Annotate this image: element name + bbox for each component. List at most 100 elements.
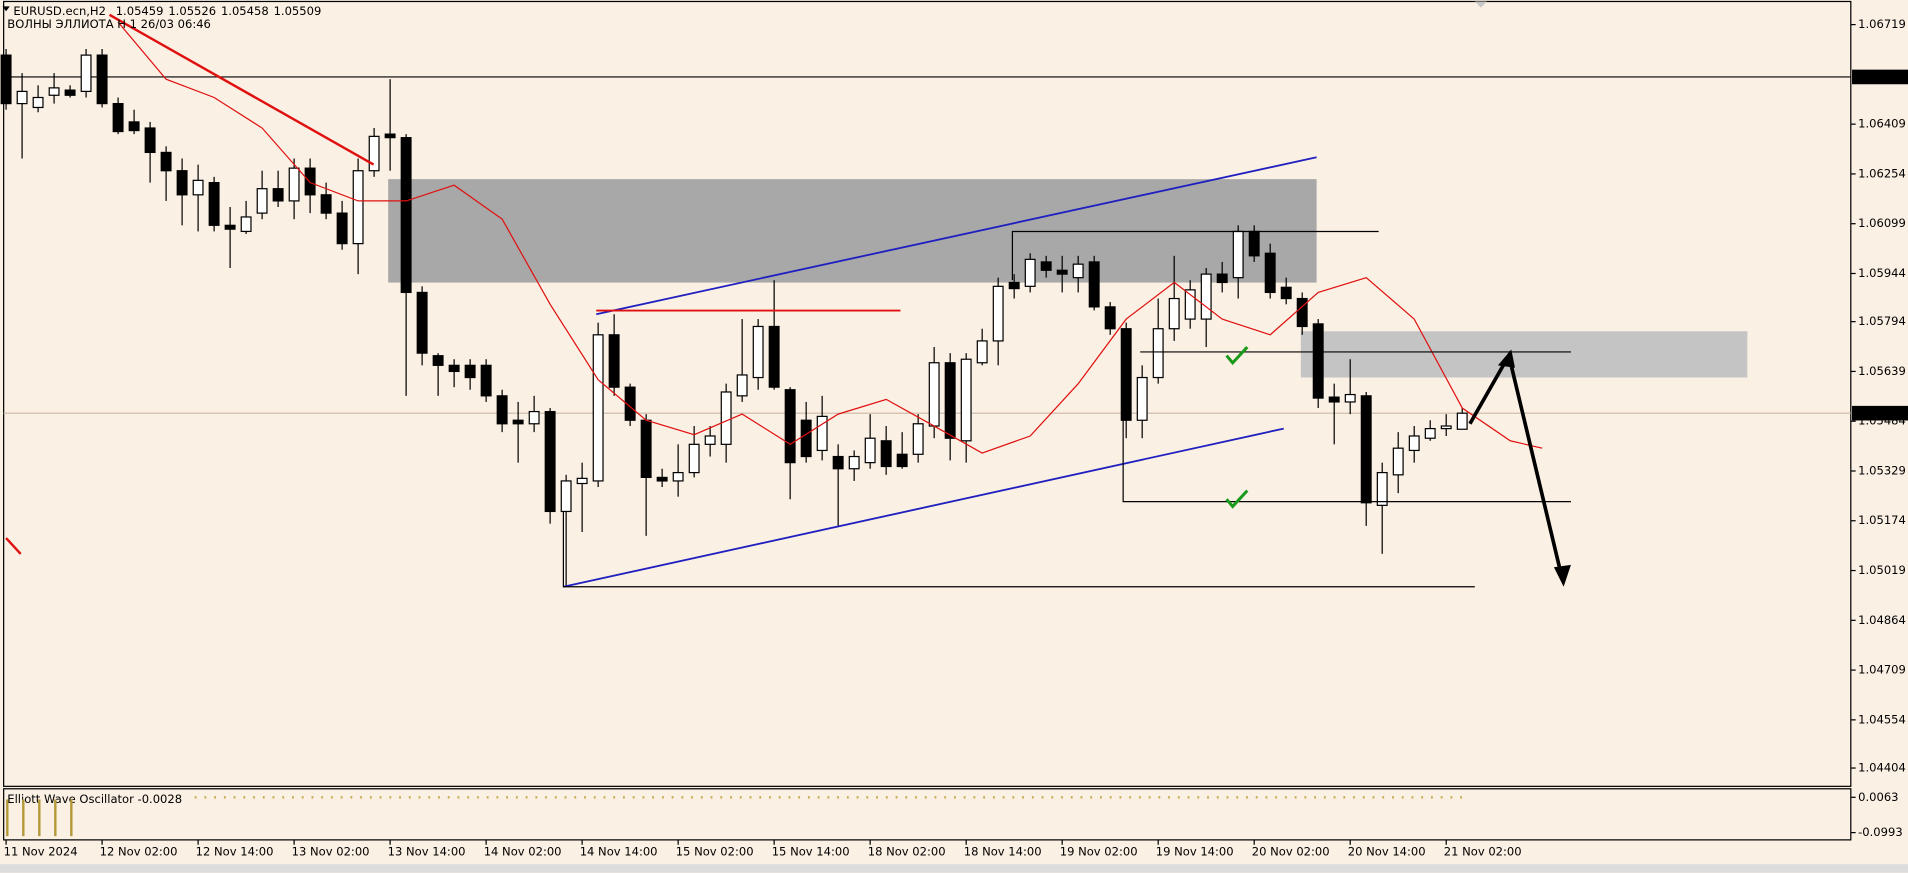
candle-body — [896, 453, 908, 468]
channel-upper — [596, 156, 1317, 316]
candle-body — [608, 334, 620, 388]
check-mark — [1225, 346, 1249, 366]
y-tick-label: 1.06254 — [1858, 166, 1906, 180]
y-tick-label: 1.05329 — [1858, 463, 1906, 477]
y-tick-label: 1.06409 — [1858, 117, 1906, 131]
x-tick-label: 12 Nov 14:00 — [196, 845, 274, 859]
shift-marker[interactable] — [1474, 1, 1487, 8]
candle-body — [544, 410, 556, 513]
candle-body — [272, 188, 284, 202]
y-tick-label: 1.06099 — [1858, 216, 1906, 230]
price-label: 1.05509 — [1857, 406, 1905, 420]
candle-body — [1072, 263, 1084, 279]
y-tick-label: 1.04709 — [1858, 663, 1906, 677]
header-line: EURUSD.ecn,H2 1.05459 1.05526 1.05458 1.0550… — [13, 4, 321, 18]
candle-body — [704, 435, 716, 445]
candle-body — [656, 476, 668, 482]
candle-body — [864, 437, 876, 464]
channel-lower — [563, 427, 1284, 588]
candle-body — [1296, 297, 1308, 328]
symbol: EURUSD.ecn,H2 — [13, 4, 106, 18]
candle-body — [1120, 328, 1132, 421]
candle-body — [928, 362, 940, 427]
x-tick-label: 19 Nov 02:00 — [1060, 845, 1138, 859]
x-tick-label: 14 Nov 14:00 — [580, 845, 658, 859]
candle-body — [1424, 427, 1436, 439]
candle-body — [368, 135, 380, 172]
drawings — [5, 13, 1571, 799]
candle-body — [256, 188, 268, 214]
x-tick-label: 13 Nov 02:00 — [292, 845, 370, 859]
candle-body — [1184, 289, 1196, 320]
candle-body — [1312, 323, 1324, 399]
candle-body — [688, 443, 700, 474]
candle-body — [144, 127, 156, 154]
candle-body — [480, 364, 492, 397]
candle-body — [912, 423, 924, 455]
candle-body — [1056, 269, 1068, 275]
candle-body — [720, 391, 732, 445]
candle-body — [160, 151, 172, 172]
candle-body — [1360, 395, 1372, 504]
candle-body — [112, 102, 124, 133]
candle-body — [1264, 252, 1276, 294]
candle-body — [512, 419, 524, 425]
candle-body — [64, 89, 76, 96]
candle-body — [1040, 261, 1052, 271]
candle-body — [128, 121, 140, 132]
candle-body — [1328, 396, 1340, 403]
price-label-box — [1852, 405, 1908, 421]
oscillator-title: Elliott Wave Oscillator -0.0028 — [7, 792, 182, 806]
candle-body — [992, 285, 1004, 342]
low-level — [562, 511, 1475, 588]
moving-average — [117, 21, 1543, 454]
candle-body — [448, 364, 460, 373]
candle-body — [1280, 286, 1292, 300]
candle-body — [1136, 376, 1148, 421]
arrow-head — [1553, 564, 1571, 587]
candle-body — [32, 96, 44, 109]
candle-body — [784, 389, 796, 464]
y-tick-label: 1.05944 — [1858, 266, 1906, 280]
x-tick-label: 15 Nov 14:00 — [772, 845, 850, 859]
candle-body — [1168, 297, 1180, 330]
candle-body — [832, 455, 844, 470]
candle-body — [240, 216, 252, 233]
candle-body — [1088, 261, 1100, 308]
candles — [0, 21, 1543, 587]
candle-body — [944, 362, 956, 439]
x-tick-label: 18 Nov 14:00 — [964, 845, 1042, 859]
x-tick-label: 11 Nov 2024 — [4, 845, 78, 859]
y-tick-label: 1.04864 — [1858, 613, 1906, 627]
candle-body — [416, 291, 428, 354]
candle-body — [1456, 412, 1468, 430]
candle-body — [768, 325, 780, 388]
scrollbar[interactable] — [0, 864, 1908, 873]
high-level — [1011, 230, 1379, 281]
x-tick-label: 18 Nov 02:00 — [868, 845, 946, 859]
open: 1.05459 — [116, 4, 164, 18]
candle-body — [0, 54, 12, 105]
y-tick-label: 1.05019 — [1858, 563, 1906, 577]
candle-body — [960, 358, 972, 442]
candle-body — [624, 386, 636, 421]
candle-body — [1440, 425, 1452, 430]
y-tick-label: 1.05639 — [1858, 364, 1906, 378]
candle-body — [736, 374, 748, 397]
x-tick-label: 12 Nov 02:00 — [100, 845, 178, 859]
candle-body — [1104, 306, 1116, 330]
candle-body — [752, 325, 764, 379]
candle-body — [976, 340, 988, 364]
menu-triangle[interactable] — [2, 6, 10, 12]
candle-body — [224, 224, 236, 230]
x-tick-label: 20 Nov 02:00 — [1252, 845, 1330, 859]
candle-body — [848, 455, 860, 470]
candle-body — [528, 410, 540, 425]
candle-body — [352, 170, 364, 245]
levels — [3, 76, 1851, 414]
y-tick-label: 1.04554 — [1858, 712, 1906, 726]
candle-body — [80, 54, 92, 93]
candle-body — [400, 137, 412, 294]
